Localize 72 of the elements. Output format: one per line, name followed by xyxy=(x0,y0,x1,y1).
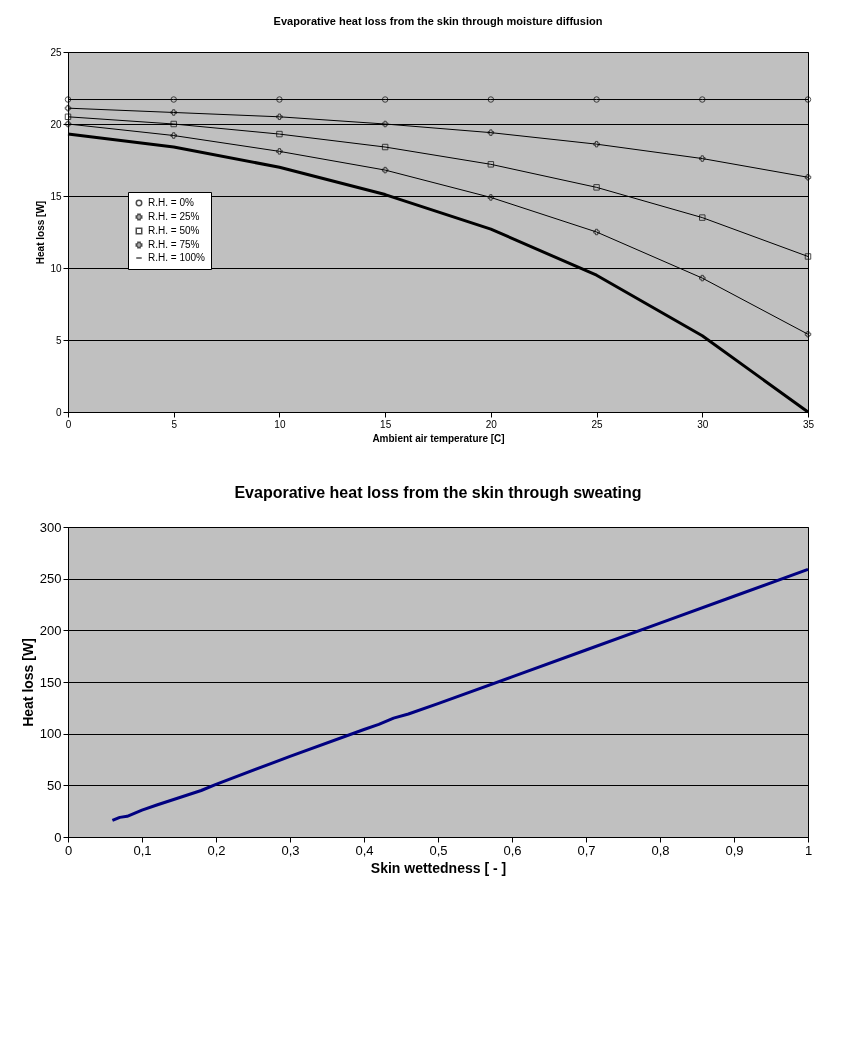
y-tick-label: 10 xyxy=(50,262,62,274)
legend-label: R.H. = 100% xyxy=(148,252,206,263)
y-tick-label: 0 xyxy=(54,829,62,845)
point xyxy=(699,96,706,103)
y-tick-label: 300 xyxy=(39,519,62,535)
y-tick-label: 15 xyxy=(50,190,62,202)
point xyxy=(276,113,283,121)
point xyxy=(170,120,177,128)
point xyxy=(170,109,177,116)
y-tick-label: 50 xyxy=(47,777,62,793)
x-tick-label: 5 xyxy=(171,418,178,430)
legend-label: R.H. = 50% xyxy=(148,225,200,236)
point xyxy=(276,96,283,103)
point xyxy=(64,113,72,121)
y-tick-label: 25 xyxy=(50,46,62,58)
x-tick-label: 0,1 xyxy=(133,842,152,858)
point xyxy=(64,104,72,112)
x-tick-label: 25 xyxy=(591,418,604,430)
point xyxy=(804,174,812,181)
point xyxy=(381,143,389,151)
point xyxy=(170,132,177,139)
x-tick-label: 15 xyxy=(380,418,392,430)
x-tick-label: 0,8 xyxy=(651,842,670,858)
x-tick-label: 0,6 xyxy=(503,842,522,858)
point xyxy=(804,253,812,260)
point xyxy=(487,96,495,103)
x-axis-title: Skin wettedness [ - ] xyxy=(370,859,507,876)
chart-title: Evaporative heat loss from the skin through sweating xyxy=(234,484,642,501)
y-tick-label: 20 xyxy=(50,118,62,130)
point xyxy=(593,228,600,236)
point xyxy=(381,96,389,103)
y-tick-label: 200 xyxy=(39,622,62,638)
point xyxy=(487,194,495,201)
x-tick-label: 0 xyxy=(65,418,72,430)
y-tick-label: 250 xyxy=(39,571,62,587)
legend-label: R.H. = 75% xyxy=(148,239,200,250)
y-tick-label: 0 xyxy=(55,406,62,418)
point xyxy=(276,148,283,155)
y-tick-label: 100 xyxy=(39,726,62,742)
y-tick-label: 5 xyxy=(55,334,62,346)
x-tick-label: 35 xyxy=(802,418,815,430)
point xyxy=(593,140,600,148)
x-tick-label: 20 xyxy=(485,418,498,430)
point xyxy=(699,214,706,221)
x-tick-label: 0,9 xyxy=(725,842,744,858)
point xyxy=(381,120,389,128)
y-tick-label: 150 xyxy=(39,674,62,690)
x-tick-label: 1 xyxy=(804,842,813,858)
legend-label: R.H. = 0% xyxy=(148,197,194,208)
x-tick-label: 0,7 xyxy=(577,842,596,858)
point xyxy=(699,274,706,282)
x-tick-label: 0,4 xyxy=(355,842,374,858)
x-tick-label: 0,2 xyxy=(207,842,226,858)
point xyxy=(593,96,600,103)
x-axis-title: Ambient air temperature [C] xyxy=(372,432,505,444)
point xyxy=(276,130,283,138)
x-tick-label: 30 xyxy=(697,418,709,430)
chart-title: Evaporative heat loss from the skin through moisture diffusion xyxy=(273,15,603,27)
x-tick-label: 0,5 xyxy=(429,842,448,858)
point xyxy=(804,331,812,338)
point xyxy=(699,155,706,162)
point xyxy=(170,96,177,103)
x-tick-label: 10 xyxy=(274,418,286,430)
point xyxy=(487,161,495,168)
y-axis-title: Heat loss [W] xyxy=(19,638,36,727)
y-axis-title: Heat loss [W] xyxy=(35,200,47,265)
point xyxy=(381,166,389,174)
point xyxy=(487,129,495,136)
line-series xyxy=(110,567,810,822)
point xyxy=(593,184,600,191)
legend-label: R.H. = 25% xyxy=(148,211,200,222)
x-tick-label: 0,3 xyxy=(281,842,300,858)
